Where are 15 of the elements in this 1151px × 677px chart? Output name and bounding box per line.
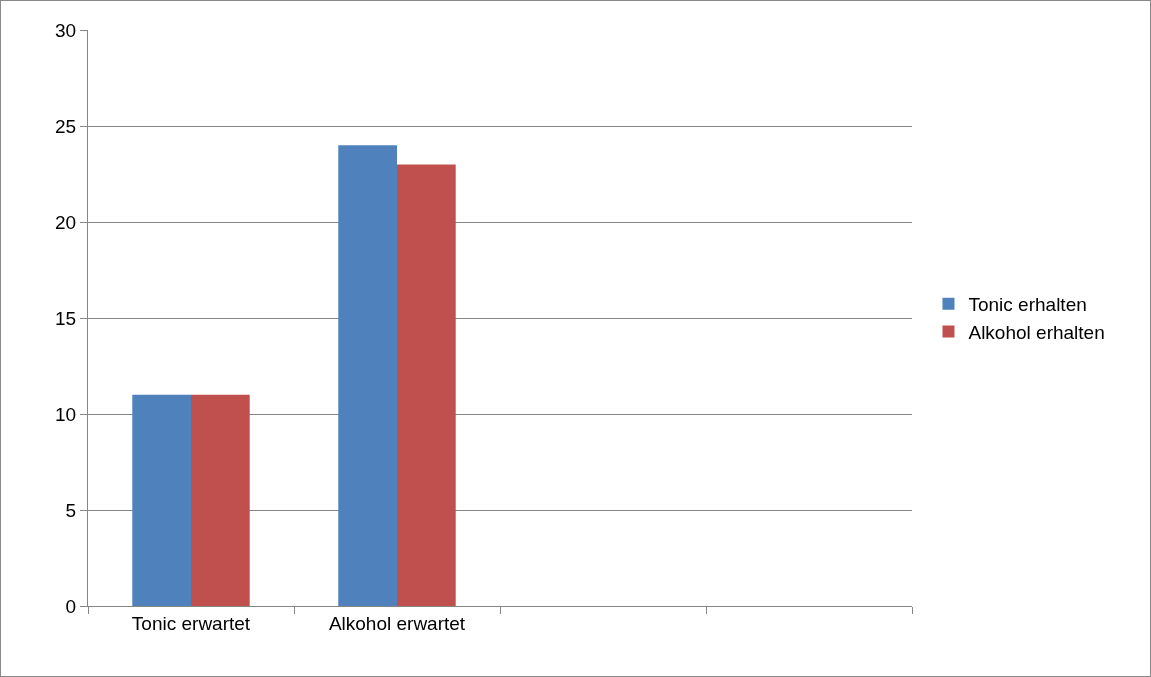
y-tick-label: 15 <box>55 307 77 329</box>
legend-label: Tonic erhalten <box>968 294 1087 316</box>
bar <box>338 145 397 606</box>
bar <box>191 394 250 606</box>
legend-label: Alkohol erhalten <box>968 321 1105 343</box>
y-tick-label: 25 <box>55 115 77 137</box>
y-tick-label: 10 <box>55 403 77 425</box>
y-tick-label: 5 <box>65 499 77 521</box>
bar <box>397 164 456 606</box>
x-tick-label: Alkohol erwartet <box>328 612 466 634</box>
x-tick-label: Tonic erwartet <box>131 612 251 634</box>
y-tick-label: 30 <box>55 19 77 41</box>
bar <box>132 394 191 606</box>
y-tick-label: 20 <box>55 211 77 233</box>
y-tick-label: 0 <box>65 595 77 617</box>
